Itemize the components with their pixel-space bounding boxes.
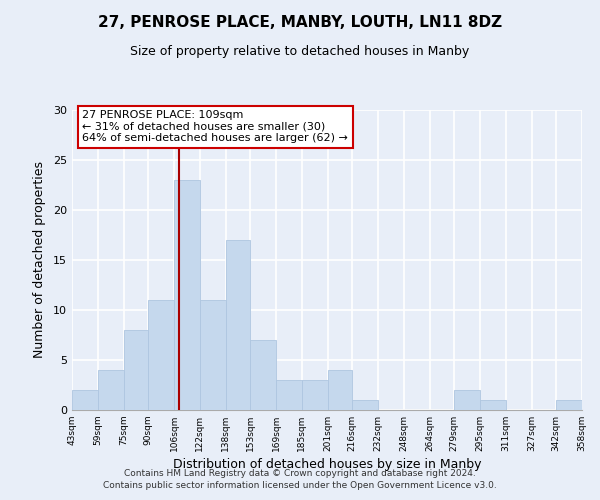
Bar [328,370,352,410]
Text: 27, PENROSE PLACE, MANBY, LOUTH, LN11 8DZ: 27, PENROSE PLACE, MANBY, LOUTH, LN11 8D… [98,15,502,30]
Bar [480,400,506,410]
X-axis label: Distribution of detached houses by size in Manby: Distribution of detached houses by size … [173,458,481,471]
Text: Size of property relative to detached houses in Manby: Size of property relative to detached ho… [130,45,470,58]
Bar [226,240,250,410]
Bar [148,300,174,410]
Y-axis label: Number of detached properties: Number of detached properties [33,162,46,358]
Bar [302,380,328,410]
Text: 27 PENROSE PLACE: 109sqm
← 31% of detached houses are smaller (30)
64% of semi-d: 27 PENROSE PLACE: 109sqm ← 31% of detach… [82,110,348,143]
Text: Contains HM Land Registry data © Crown copyright and database right 2024.: Contains HM Land Registry data © Crown c… [124,468,476,477]
Bar [98,370,124,410]
Bar [200,300,226,410]
Bar [250,340,276,410]
Bar [454,390,480,410]
Text: Contains public sector information licensed under the Open Government Licence v3: Contains public sector information licen… [103,481,497,490]
Bar [72,390,98,410]
Bar [276,380,302,410]
Bar [124,330,148,410]
Bar [174,180,200,410]
Bar [556,400,582,410]
Bar [352,400,378,410]
